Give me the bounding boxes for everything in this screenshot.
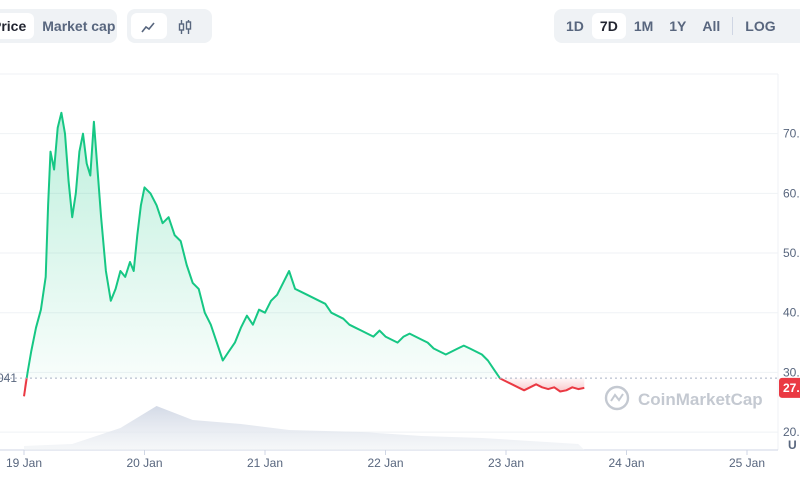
price-line-segment [25, 111, 501, 379]
x-tick-label: 21 Jan [247, 456, 283, 470]
y-tick-label: 70. [783, 127, 800, 141]
range-all[interactable]: All [702, 18, 721, 34]
y-tick-label: 50. [783, 246, 800, 260]
volume-area [24, 406, 585, 450]
x-tick-label: 23 Jan [488, 456, 524, 470]
y-tick-label: 20. [783, 425, 800, 439]
watermark: CoinMarketCap [604, 385, 763, 411]
y-tick-label: 60. [783, 186, 800, 200]
line-chart-icon [141, 22, 155, 33]
y-tick-label: 40. [783, 306, 800, 320]
log-scale-button[interactable]: LOG [745, 18, 776, 34]
price-line [23, 111, 585, 397]
x-tick-label: 25 Jan [729, 456, 765, 470]
x-tick-label: 19 Jan [6, 456, 42, 470]
range-1m[interactable]: 1M [633, 18, 654, 34]
x-tick-label: 22 Jan [367, 456, 403, 470]
coinmarketcap-logo-icon [604, 385, 630, 411]
current-price-badge: 27. [779, 377, 800, 398]
volume-bars [24, 406, 585, 450]
candlestick-icon [178, 20, 192, 35]
range-1y[interactable]: 1Y [669, 18, 687, 34]
range-7d[interactable]: 7D [591, 13, 626, 39]
line-chart-button[interactable] [131, 13, 167, 39]
price-line-segment [23, 377, 28, 397]
x-axis: 19 Jan 20 Jan 21 Jan 22 Jan 23 Jan 24 Jan 25 J… [6, 450, 765, 470]
price-area [24, 112, 585, 397]
price-area-fill [26, 112, 500, 379]
x-tick-label: 20 Jan [126, 456, 162, 470]
price-line-segment [498, 377, 585, 393]
reference-price-label: 29.041 [0, 371, 17, 385]
market-cap-toggle[interactable]: Market cap [42, 18, 116, 34]
x-tick-label: 24 Jan [608, 456, 644, 470]
range-divider [732, 17, 734, 35]
y-axis: 20. 30. 40. 50. 60. 70. [783, 127, 800, 439]
range-1d[interactable]: 1D [566, 18, 584, 34]
current-price-value: 27. [783, 381, 800, 395]
current-price-badge-bg [779, 377, 800, 398]
price-type-toggle: Price Market cap [0, 9, 117, 43]
candlestick-button[interactable] [167, 13, 203, 39]
price-toggle[interactable]: Price [0, 13, 35, 39]
chart-style-toggle [127, 9, 212, 43]
time-range-selector: 1D 7D 1M 1Y All LOG [554, 9, 800, 43]
y-tick-label: 30. [783, 365, 800, 379]
volume-axis-label: U [788, 438, 797, 452]
watermark-text: CoinMarketCap [638, 390, 763, 409]
